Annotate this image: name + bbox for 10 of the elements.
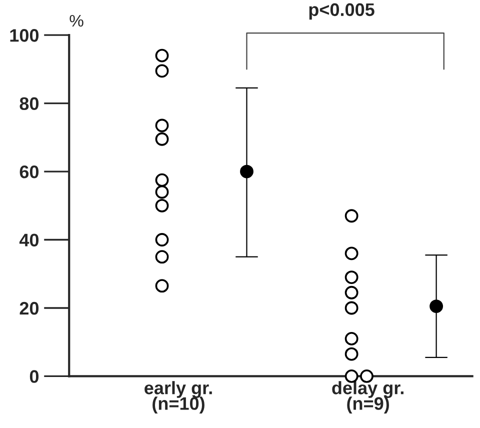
y-tick-label: 60 xyxy=(20,165,39,178)
y-tick-label: 40 xyxy=(19,234,39,246)
y-tick-label: 0 xyxy=(30,370,39,383)
y-tick-label: 100 xyxy=(10,29,39,42)
y-axis-title: % xyxy=(70,14,84,27)
text: p<0.005 xyxy=(309,3,374,20)
y-tick-label: 80 xyxy=(20,97,39,110)
x-tick-label: delay gr. (n=9) xyxy=(332,381,404,414)
x-tick-label: early gr. (n=10) xyxy=(144,381,212,414)
y-tick-label: 20 xyxy=(20,302,39,315)
